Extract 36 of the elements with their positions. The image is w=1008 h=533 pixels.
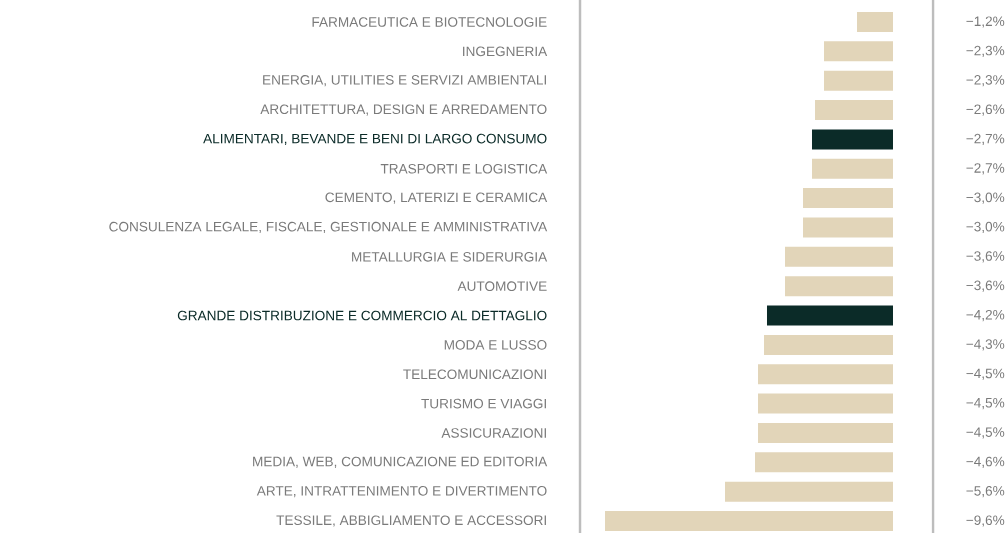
- y-tick-label: MODA E LUSSO: [444, 340, 547, 350]
- data-label: −4,5%: [966, 427, 1005, 439]
- data-label: −5,6%: [966, 486, 1005, 498]
- y-tick-label: TESSILE, ABBIGLIAMENTO E ACCESSORI: [276, 515, 546, 527]
- y-tick-label: AUTOMOTIVE: [457, 281, 547, 291]
- data-label: −2,3%: [966, 45, 1005, 57]
- y-tick-label: ARTE, INTRATTENIMENTO E DIVERTIMENTO: [256, 486, 547, 498]
- data-label: −2,3%: [966, 75, 1005, 87]
- data-label: −9,6%: [966, 515, 1005, 527]
- data-label: −3,0%: [966, 221, 1005, 234]
- data-label: −3,6%: [966, 251, 1005, 263]
- data-label: −4,3%: [966, 339, 1005, 351]
- data-label: −3,6%: [966, 280, 1005, 292]
- y-tick-label: CONSULENZA LEGALE, FISCALE, GESTIONALE E AMMINISTRATIVA: [109, 221, 548, 234]
- y-tick-label: ALIMENTARI, BEVANDE E BENI DI LARGO CONSUMO: [203, 133, 547, 146]
- data-label: −1,2%: [966, 16, 1005, 28]
- y-tick-label: TURISMO E VIAGGI: [421, 398, 546, 409]
- data-label: −2,6%: [966, 104, 1005, 116]
- y-tick-label: METALLURGIA E SIDERURGIA: [352, 252, 548, 262]
- y-tick-label: CEMENTO, LATERIZI E CERAMICA: [325, 192, 548, 204]
- y-tick-label: GRANDE DISTRIBUZIONE E COMMERCIO AL DETTAGLIO: [177, 310, 547, 321]
- y-tick-label: INGEGNERIA: [463, 46, 548, 57]
- data-label: −2,7%: [966, 163, 1005, 175]
- y-tick-label: TELECOMUNICAZIONI: [403, 369, 546, 380]
- y-tick-label: ARCHITETTURA, DESIGN E ARREDAMENTO: [260, 104, 547, 116]
- data-label: −3,0%: [966, 192, 1005, 204]
- y-tick-label: TRASPORTI E LOGISTICA: [380, 163, 548, 174]
- data-label: −4,6%: [966, 456, 1005, 468]
- y-tick-label: FARMACEUTICA E BIOTECNOLOGIE: [312, 17, 547, 27]
- data-label: −2,7%: [966, 133, 1005, 146]
- data-label: −4,5%: [966, 368, 1005, 380]
- data-label: −4,5%: [966, 398, 1005, 410]
- data-label: −4,2%: [966, 309, 1005, 322]
- y-tick-label: MEDIA, WEB, COMUNICAZIONE ED EDITORIA: [253, 456, 548, 468]
- y-tick-label: ENERGIA, UTILITIES E SERVIZI AMBIENTALI: [263, 75, 546, 87]
- y-tick-label: ASSICURAZIONI: [441, 428, 546, 438]
